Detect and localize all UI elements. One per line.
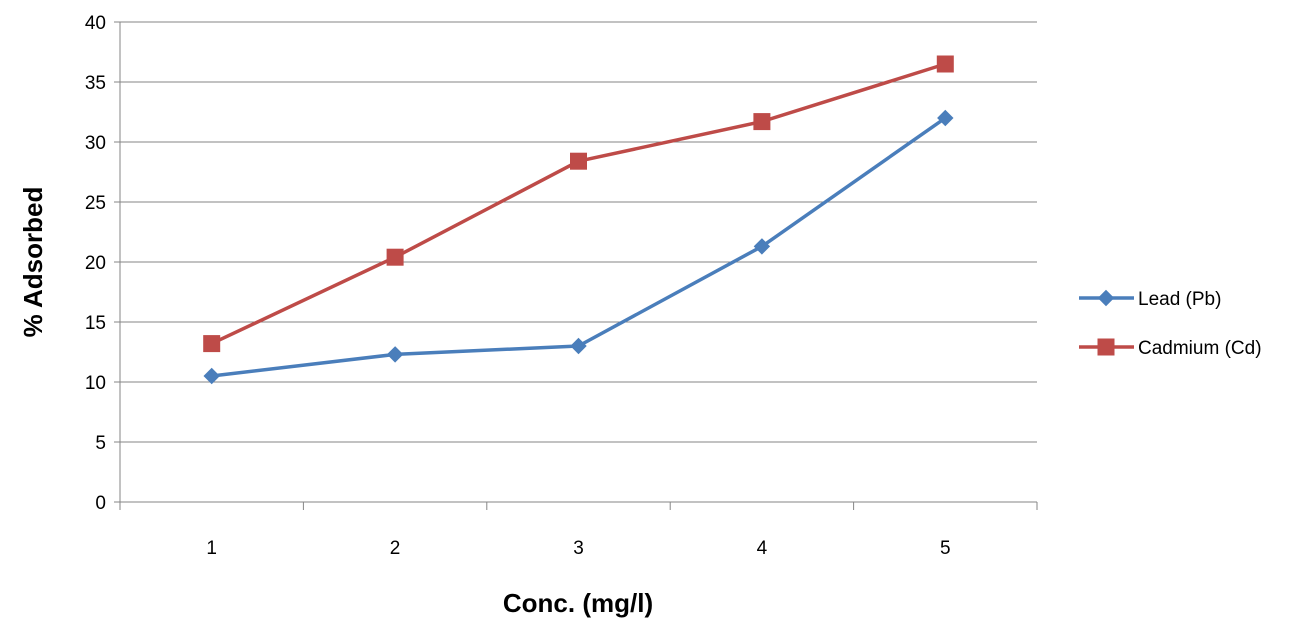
data-point <box>386 346 404 363</box>
gridlines <box>120 21 1037 443</box>
y-axis-ticks: 0 5 10 15 20 25 30 35 40 <box>85 13 120 514</box>
legend-item-cadmium: Cadmium (Cd) <box>1079 338 1262 359</box>
legend: Lead (Pb) Cadmium (Cd) <box>1079 289 1262 359</box>
data-point <box>570 337 587 355</box>
x-tick-label: 5 <box>940 538 951 559</box>
legend-label: Lead (Pb) <box>1138 289 1221 310</box>
legend-marker <box>1097 289 1115 307</box>
y-tick-label: 15 <box>85 313 106 334</box>
series-lead <box>203 109 954 385</box>
y-tick-label: 0 <box>95 493 106 514</box>
legend-item-lead: Lead (Pb) <box>1079 289 1221 310</box>
data-point <box>570 152 587 170</box>
y-tick-label: 25 <box>85 193 106 214</box>
data-point <box>753 113 771 131</box>
y-tick-label: 5 <box>95 433 106 454</box>
y-tick-label: 20 <box>85 253 106 274</box>
data-point <box>937 109 954 127</box>
legend-label: Cadmium (Cd) <box>1138 338 1262 359</box>
series-group <box>203 55 954 385</box>
y-tick-label: 10 <box>85 373 106 394</box>
data-point <box>203 335 221 353</box>
y-tick-label: 35 <box>85 73 106 94</box>
x-tick-label: 3 <box>573 538 584 559</box>
data-point <box>753 238 771 255</box>
x-tick-label: 1 <box>206 538 217 559</box>
x-axis-ticks: 1 2 3 4 5 <box>119 502 1038 559</box>
x-tick-label: 2 <box>390 538 401 559</box>
y-tick-label: 40 <box>85 13 106 34</box>
y-tick-label: 30 <box>85 133 106 154</box>
x-tick-label: 4 <box>757 538 768 559</box>
data-point <box>203 367 220 385</box>
series-line <box>210 62 946 346</box>
legend-marker <box>1097 338 1115 356</box>
y-axis-title: % Adsorbed <box>18 187 48 338</box>
x-axis-title: Conc. (mg/l) <box>503 588 653 618</box>
data-point <box>386 248 404 266</box>
data-point <box>936 55 954 73</box>
series-cadmium <box>203 55 954 353</box>
